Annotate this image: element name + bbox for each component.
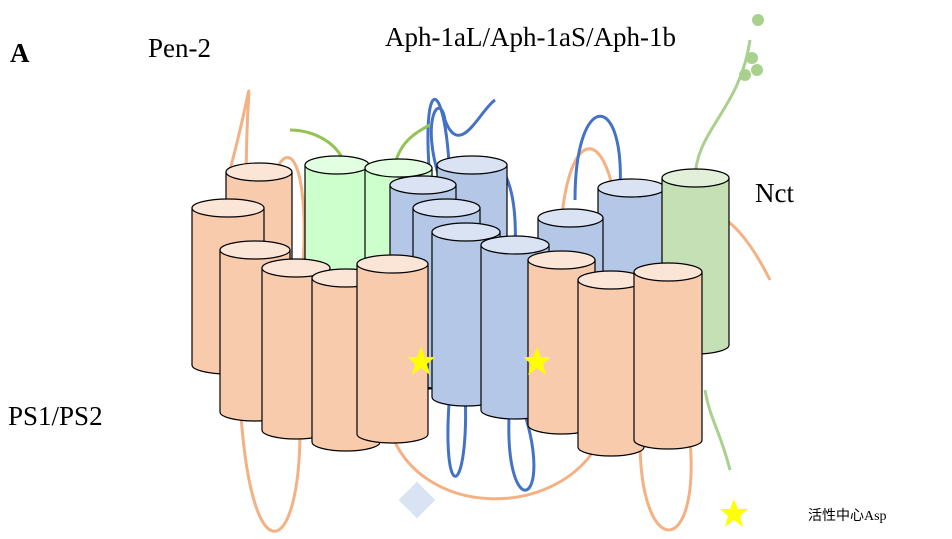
helix-part <box>598 179 665 197</box>
helix-part <box>634 263 702 281</box>
legend-star <box>720 499 748 527</box>
helix-part <box>390 176 456 194</box>
helix-part <box>365 159 432 177</box>
aph1-label: Aph-1aL/Aph-1aS/Aph-1b <box>385 22 676 52</box>
helix-part <box>413 199 480 217</box>
loop <box>705 390 730 470</box>
helix-part <box>662 169 729 187</box>
diamond <box>399 482 436 519</box>
diagram: A Pen-2 Aph-1aL/Aph-1aS/Aph-1b Nct PS1/P… <box>0 0 952 539</box>
helix-part <box>437 156 507 174</box>
helix-part <box>226 163 292 181</box>
helix-part <box>357 264 428 443</box>
helices <box>192 156 729 456</box>
helix-part <box>432 223 500 241</box>
sugar <box>751 64 763 76</box>
helix-part <box>357 255 428 273</box>
sugar <box>746 52 758 64</box>
helix-part <box>305 156 369 174</box>
loop <box>640 440 691 530</box>
helix-part <box>538 209 603 227</box>
sugar <box>739 69 751 81</box>
nct-label: Nct <box>755 178 794 208</box>
helix-part <box>220 241 290 259</box>
legend-label: 活性中心Asp <box>808 508 887 524</box>
helix-part <box>481 236 549 254</box>
sugar-chain <box>739 14 764 81</box>
helix-part <box>192 199 264 217</box>
panel-label: A <box>10 38 30 68</box>
ps-label: PS1/PS2 <box>8 401 103 431</box>
helix-part <box>528 251 595 269</box>
sugar <box>752 14 764 26</box>
loop <box>695 40 750 180</box>
pen2-label: Pen-2 <box>148 33 211 63</box>
helix-part <box>634 272 702 449</box>
